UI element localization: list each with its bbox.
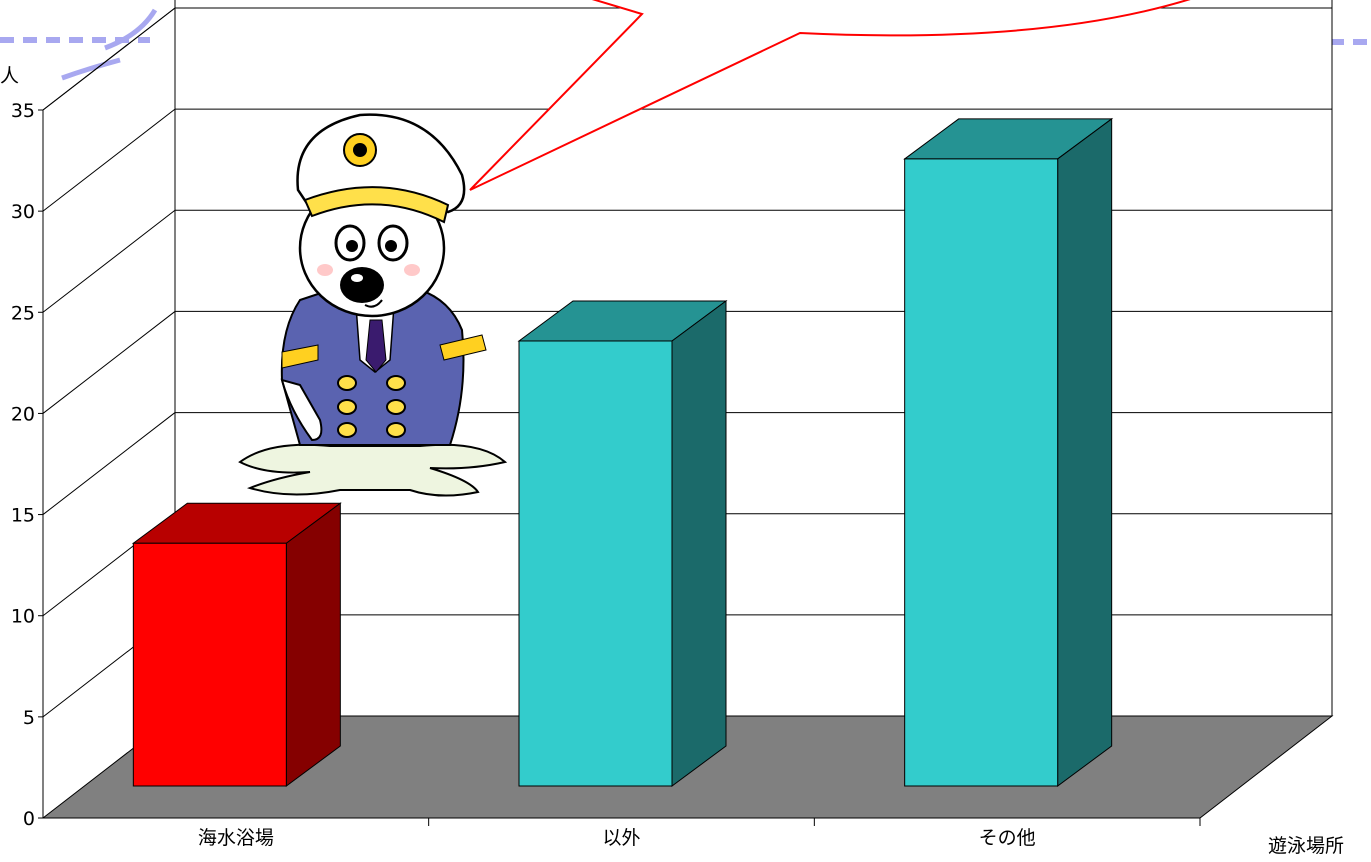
x-tick-label: 以外 xyxy=(602,827,640,849)
y-tick-label: 35 xyxy=(11,100,35,122)
x-axis-label: 遊泳場所 xyxy=(1268,835,1344,857)
gridline-diagonal xyxy=(42,7,176,111)
y-tick-label: 30 xyxy=(11,201,35,223)
x-tick-label: 海水浴場 xyxy=(198,827,274,849)
bar-side-face xyxy=(671,299,727,787)
y-tick-label: 25 xyxy=(11,302,35,324)
y-axis-ticks: 0 5 10 15 20 25 30 35 xyxy=(11,100,43,830)
y-tick-label: 5 xyxy=(23,707,35,729)
x-axis-ticks: 海水浴場 以外 その他 xyxy=(198,818,1201,849)
bar-side-face xyxy=(285,502,341,787)
bar-front-face xyxy=(132,542,287,787)
y-tick-label: 10 xyxy=(11,606,35,628)
gridline-diagonal xyxy=(42,108,176,212)
bar-front-face xyxy=(904,158,1059,787)
gridline-diagonal xyxy=(42,209,176,313)
slide-accent-decoration xyxy=(0,8,1371,81)
y-tick-label: 20 xyxy=(11,403,35,425)
y-tick-label: 0 xyxy=(23,808,35,830)
speech-bubble xyxy=(469,0,1191,191)
bar-front-face xyxy=(518,340,673,787)
bar-side-face xyxy=(1057,117,1113,787)
seal-mascot-illustration xyxy=(238,113,508,497)
x-tick-label: その他 xyxy=(979,827,1036,849)
bar xyxy=(517,299,728,787)
gridlines xyxy=(42,7,1332,718)
bar xyxy=(903,117,1114,787)
bars xyxy=(131,117,1114,787)
gridline-diagonal xyxy=(42,412,176,515)
y-tick-label: 15 xyxy=(11,505,35,527)
y-axis-label: 人 xyxy=(0,65,19,87)
gridline-diagonal xyxy=(42,311,176,414)
bar xyxy=(131,502,342,787)
